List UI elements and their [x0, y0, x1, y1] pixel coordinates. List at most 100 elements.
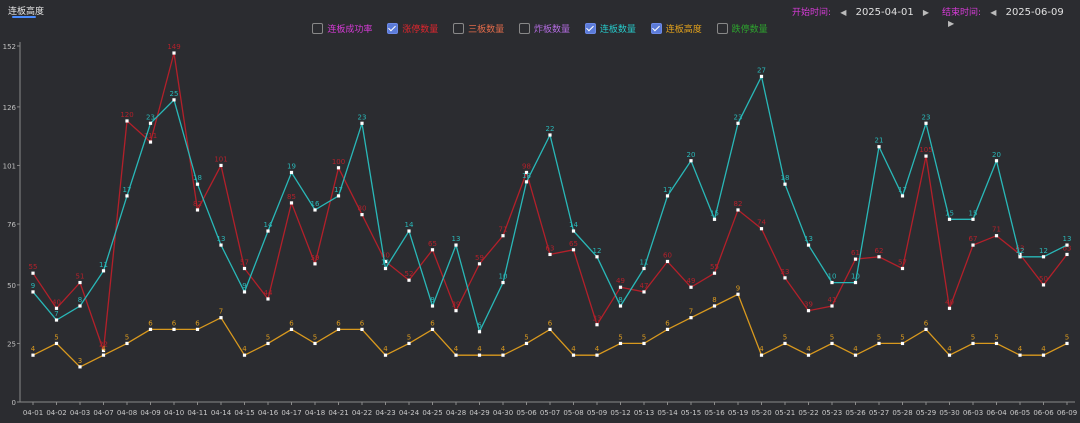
caret-right-icon[interactable]: ▶ — [922, 8, 930, 17]
legend-item-limit-up[interactable]: 涨停数量 — [387, 22, 438, 35]
data-label: 50 — [1039, 275, 1048, 283]
data-point — [665, 194, 670, 198]
start-date-value[interactable]: 2025-04-01 — [855, 7, 914, 18]
y-tick-label: 50 — [7, 282, 16, 290]
data-point — [454, 243, 458, 247]
x-tick-label: 05-15 — [681, 409, 701, 417]
data-point — [571, 353, 576, 357]
data-point — [900, 266, 905, 271]
legend-item-success-rate[interactable]: 连板成功率 — [312, 22, 372, 35]
data-point — [759, 74, 764, 79]
data-point — [219, 163, 223, 168]
data-point — [266, 229, 270, 233]
data-point — [595, 255, 599, 259]
data-label: 5 — [524, 333, 528, 341]
data-point — [219, 243, 223, 247]
data-label: 23 — [358, 113, 367, 121]
x-tick-label: 05-14 — [657, 409, 678, 417]
legend-item-third-board[interactable]: 三板数量 — [453, 22, 504, 35]
checkbox-icon[interactable] — [453, 23, 465, 34]
data-label: 23 — [146, 113, 155, 121]
data-label: 8 — [78, 296, 82, 304]
data-label: 149 — [167, 43, 180, 51]
data-label: 27 — [757, 66, 766, 74]
data-point — [712, 217, 717, 221]
data-point — [430, 327, 435, 331]
data-point — [313, 208, 317, 212]
data-point — [736, 121, 740, 125]
checkbox-icon[interactable] — [312, 23, 324, 34]
data-label: 18 — [193, 174, 202, 182]
data-label: 12 — [1016, 247, 1025, 255]
data-point — [924, 121, 928, 125]
data-label: 85 — [287, 193, 296, 201]
data-label: 5 — [618, 333, 622, 341]
data-point — [548, 252, 552, 257]
data-label: 5 — [125, 333, 129, 341]
tab-board-height[interactable]: 连板高度 — [8, 7, 45, 17]
start-date-label: 开始时间: — [792, 8, 832, 18]
checkbox-icon[interactable] — [716, 23, 728, 34]
data-label: 4 — [806, 345, 811, 353]
data-point — [407, 229, 411, 233]
data-point — [242, 353, 247, 357]
x-tick-label: 04-07 — [93, 409, 113, 417]
x-tick-label: 04-29 — [469, 409, 489, 417]
x-tick-label: 05-19 — [728, 409, 748, 417]
data-point — [853, 353, 858, 357]
caret-left-icon[interactable]: ◀ — [990, 8, 997, 17]
data-point — [383, 259, 388, 264]
data-label: 65 — [569, 240, 578, 248]
data-label: 6 — [477, 322, 482, 330]
data-point — [642, 266, 646, 271]
data-label: 20 — [992, 151, 1001, 159]
data-point — [289, 201, 294, 205]
data-label: 15 — [710, 209, 719, 217]
data-point — [477, 262, 482, 266]
legend-item-consecutive-count[interactable]: 连板数量 — [584, 22, 636, 35]
data-label: 6 — [360, 319, 365, 327]
x-tick-label: 06-03 — [963, 409, 983, 417]
checkbox-icon[interactable] — [584, 23, 596, 34]
checkbox-icon[interactable] — [387, 23, 399, 34]
data-point — [994, 159, 999, 163]
data-point — [689, 316, 693, 320]
data-label: 6 — [924, 319, 929, 327]
x-tick-label: 04-15 — [234, 409, 254, 417]
data-label: 10 — [499, 273, 508, 281]
x-tick-label: 04-14 — [211, 409, 232, 417]
data-point — [712, 271, 717, 275]
caret-left-icon[interactable]: ◀ — [840, 8, 847, 17]
data-label: 4 — [853, 345, 858, 353]
data-point — [900, 341, 905, 346]
data-point — [1018, 255, 1022, 259]
data-label: 14 — [569, 221, 578, 229]
data-point — [148, 121, 153, 125]
data-label: 100 — [332, 158, 345, 166]
data-label: 61 — [851, 249, 860, 257]
legend-item-limit-down[interactable]: 跌停数量 — [716, 22, 768, 35]
y-tick-label: 25 — [7, 340, 16, 348]
data-label: 52 — [405, 270, 414, 278]
x-tick-label: 05-22 — [798, 409, 818, 417]
caret-right-icon[interactable]: ▶ — [948, 19, 955, 28]
data-point — [219, 316, 223, 320]
checkbox-icon[interactable] — [650, 23, 662, 34]
checkbox-icon[interactable] — [518, 23, 530, 34]
legend-item-broken-board[interactable]: 炸板数量 — [518, 22, 570, 35]
data-point — [336, 166, 341, 170]
data-label: 17 — [663, 186, 672, 194]
end-date-value[interactable]: 2025-06-09 — [1005, 7, 1064, 18]
data-label: 23 — [734, 113, 743, 121]
data-point — [924, 154, 928, 158]
data-point — [736, 292, 740, 296]
data-point — [125, 194, 129, 198]
data-point — [900, 194, 905, 198]
x-tick-label: 05-21 — [775, 409, 795, 417]
data-label: 82 — [193, 200, 202, 208]
data-point — [195, 182, 200, 186]
legend-item-board-height[interactable]: 连板高度 — [650, 22, 702, 35]
x-tick-label: 04-30 — [493, 409, 513, 417]
data-point — [1065, 243, 1069, 247]
data-label: 71 — [992, 226, 1001, 234]
